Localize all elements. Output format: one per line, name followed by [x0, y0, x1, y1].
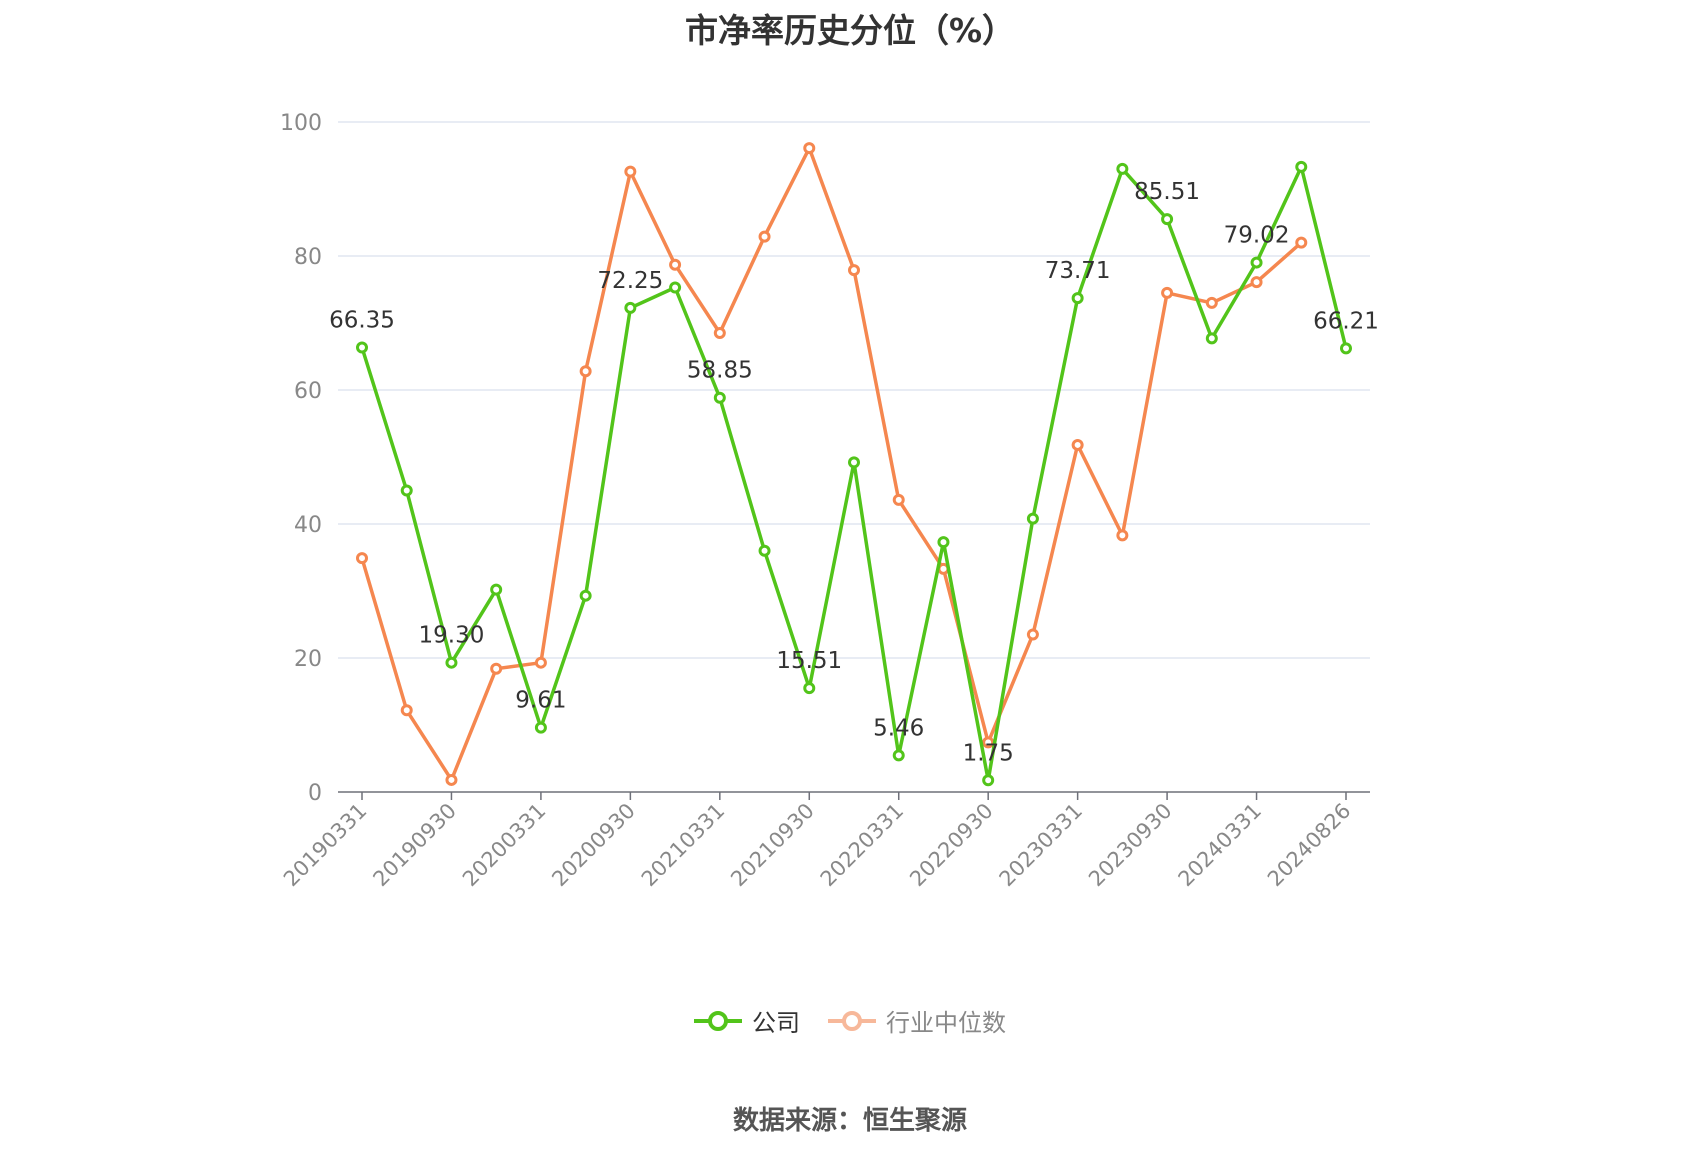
- data-label-company: 1.75: [963, 740, 1014, 766]
- data-label-company: 72.25: [597, 268, 663, 294]
- data-point-company: [534, 721, 547, 734]
- data-point-industry: [400, 704, 413, 717]
- x-tick-label: 20240826: [1263, 799, 1356, 892]
- data-point-company: [669, 281, 682, 294]
- data-point-industry: [1295, 236, 1308, 249]
- data-source: 数据来源：恒生聚源: [732, 1106, 967, 1136]
- legend-company-label: 公司: [752, 1009, 800, 1037]
- data-point-company: [937, 536, 950, 549]
- x-tick-label: 20220930: [905, 799, 998, 892]
- data-point-industry: [848, 264, 860, 277]
- x-tick-label: 20220331: [816, 799, 909, 892]
- data-point-company: [579, 589, 592, 602]
- data-point-company: [356, 341, 368, 354]
- data-point-company: [400, 484, 413, 497]
- data-point-company: [1340, 342, 1352, 355]
- data-point-industry: [892, 493, 905, 506]
- x-tick-label: 20200331: [458, 799, 551, 892]
- legend-industry-label: 行业中位数: [886, 1009, 1006, 1037]
- data-point-industry: [713, 327, 726, 340]
- data-point-company: [1071, 292, 1084, 305]
- y-tick-label: 80: [294, 245, 322, 270]
- x-tick-label: 20230930: [1084, 799, 1177, 892]
- data-point-industry: [534, 656, 547, 669]
- data-label-company: 73.71: [1045, 258, 1111, 284]
- chart-title: 市净率历史分位（%）: [684, 11, 1016, 50]
- y-tick-label: 100: [280, 111, 322, 136]
- legend-company-line-icon: [694, 1010, 742, 1031]
- data-point-company: [758, 544, 771, 557]
- data-label-company: 15.51: [776, 648, 842, 674]
- series-line-industry: [360, 146, 1303, 782]
- y-tick-label: 0: [308, 781, 322, 806]
- data-point-industry: [1026, 628, 1039, 641]
- data-label-company: 66.35: [329, 307, 395, 333]
- data-point-company: [445, 656, 458, 669]
- y-tick-label: 40: [294, 513, 322, 538]
- chart-canvas: 0 20 40 60 80 100 2019033120190930202003312020…: [279, 111, 1379, 892]
- y-tick-label: 20: [294, 647, 322, 672]
- data-point-industry: [490, 662, 503, 675]
- x-tick-label: 20240331: [1174, 799, 1267, 892]
- data-point-company: [982, 774, 995, 787]
- data-label-company: 19.30: [419, 623, 485, 649]
- data-point-industry: [1250, 276, 1263, 289]
- data-point-industry: [803, 142, 816, 155]
- data-point-industry: [982, 736, 995, 749]
- data-point-company: [1161, 213, 1174, 226]
- data-point-industry: [669, 258, 682, 271]
- data-point-company: [713, 391, 726, 404]
- data-label-company: 5.46: [873, 715, 924, 741]
- data-point-industry: [1161, 286, 1174, 299]
- data-point-company: [892, 749, 905, 762]
- y-tick-label: 60: [294, 379, 322, 404]
- data-point-company: [1026, 512, 1039, 525]
- x-tick-label: 20200930: [547, 799, 640, 892]
- data-point-industry: [1116, 529, 1129, 542]
- legend-item-company[interactable]: 公司: [694, 1003, 800, 1038]
- data-point-company: [1116, 162, 1129, 175]
- data-point-company: [624, 301, 637, 314]
- data-label-company: 9.61: [515, 688, 566, 714]
- data-point-company: [848, 456, 860, 469]
- x-tick-label: 20210331: [637, 799, 730, 892]
- data-label-company: 58.85: [687, 358, 753, 384]
- data-point-industry: [356, 552, 368, 565]
- x-tick-label: 20190930: [368, 799, 461, 892]
- data-label-company: 85.51: [1134, 179, 1200, 205]
- data-point-company: [1205, 332, 1218, 345]
- data-point-company: [490, 583, 503, 596]
- legend-industry-line-icon: [828, 1010, 876, 1031]
- data-point-company: [1250, 256, 1263, 269]
- data-point-industry: [1071, 438, 1084, 451]
- data-point-industry: [445, 773, 458, 786]
- legend: 公司 行业中位数: [0, 1003, 1700, 1038]
- data-label-company: 79.02: [1224, 223, 1290, 249]
- data-point-industry: [758, 230, 771, 243]
- data-point-company: [1295, 160, 1308, 173]
- data-point-industry: [1205, 296, 1218, 309]
- legend-item-industry[interactable]: 行业中位数: [828, 1003, 1006, 1038]
- x-tick-label: 20210930: [726, 799, 819, 892]
- data-label-company: 66.21: [1313, 308, 1379, 334]
- x-tick-label: 20230331: [995, 799, 1088, 892]
- data-point-industry: [579, 365, 592, 378]
- data-point-industry: [624, 165, 637, 178]
- series-line-company: [360, 165, 1348, 783]
- x-tick-label: 20190331: [279, 799, 372, 892]
- data-point-company: [803, 682, 816, 695]
